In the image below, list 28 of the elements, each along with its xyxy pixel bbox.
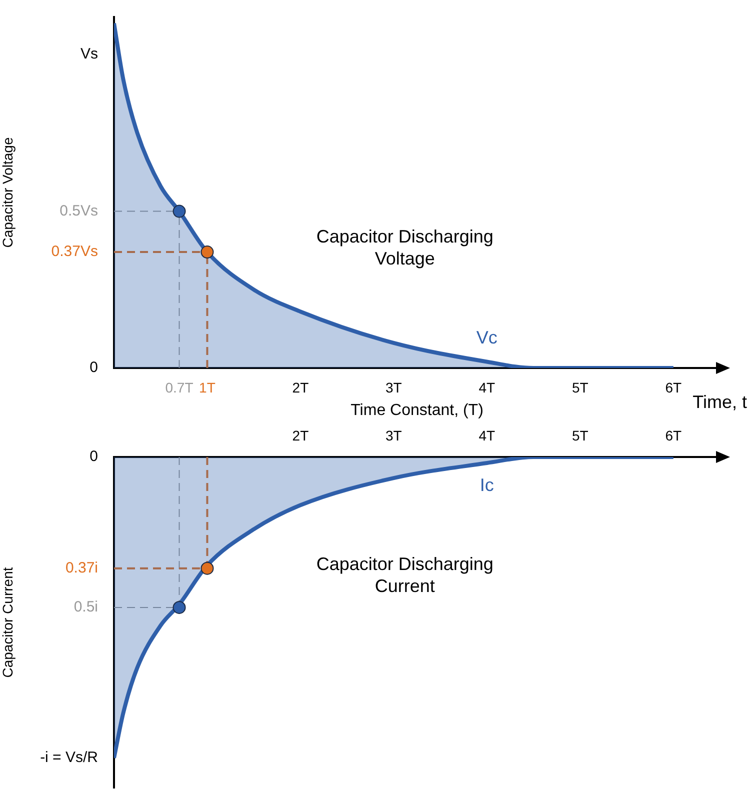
x-tick-label: 2T	[292, 379, 310, 396]
x-tick-label: 6T	[665, 427, 682, 444]
y-tick-label: -i = Vs/R	[40, 749, 98, 766]
x-axis-title: Time Constant, (T)	[350, 402, 484, 419]
x-tick-label: 2T	[292, 427, 310, 444]
y-tick-label: Vs	[80, 46, 98, 63]
y-tick-label: 0.5Vs	[60, 202, 98, 220]
annotation: Capacitor Discharging Current	[316, 554, 494, 596]
x-tick-label: 5T	[572, 379, 589, 396]
y-tick-label: 0.37i	[65, 559, 98, 576]
x-tick-label: 4T	[478, 379, 496, 396]
x-tick-label: 5T	[572, 427, 589, 444]
series-label: Ic	[480, 474, 494, 495]
annotation: Capacitor Discharging Voltage	[316, 226, 494, 269]
x-tick-label: 3T	[386, 427, 402, 444]
series-label: Vc	[476, 328, 498, 348]
y-tick-label: 0	[90, 359, 98, 376]
y-tick-label: 0	[90, 448, 98, 466]
x-tick-label: 6T	[665, 379, 682, 396]
x-tick-label: 1T	[199, 379, 216, 396]
x-tick-label: 3T	[386, 379, 402, 396]
x-tick-label: 4T	[478, 427, 496, 444]
y-tick-label: 0.37Vs	[51, 243, 98, 260]
y-axis-title: Capacitor Current	[0, 567, 16, 678]
y-axis-title: Capacitor Voltage	[0, 137, 16, 248]
y-tick-label: 0.5i	[74, 598, 98, 616]
x-tick-label: 0.7T	[165, 379, 194, 396]
text: Time, t	[692, 392, 748, 412]
